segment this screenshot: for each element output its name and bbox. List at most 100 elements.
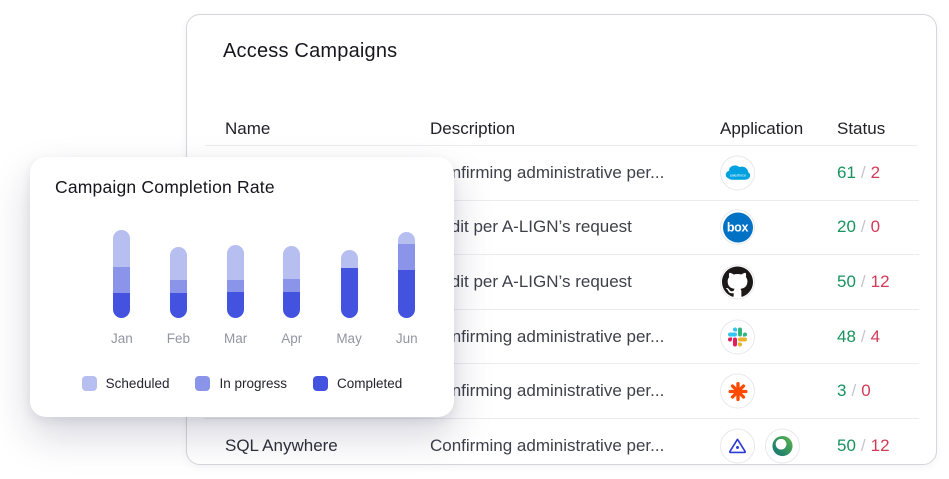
status-green-count: 50 [837, 271, 856, 291]
triangle-eye-icon [720, 428, 755, 464]
segment-completed [227, 292, 245, 318]
column-header-application: Application [720, 119, 804, 138]
application-icons [720, 264, 755, 300]
segment-scheduled [227, 245, 245, 280]
bar-group-mar: Mar [224, 245, 247, 346]
segment-completed [169, 293, 187, 318]
application-icons: box [720, 209, 755, 245]
segment-scheduled [340, 250, 358, 268]
bar-group-jan: Jan [111, 230, 133, 346]
segment-in-progress [227, 280, 245, 292]
status-cell: 48/4 [837, 327, 880, 347]
column-header-name: Name [225, 119, 271, 138]
campaign-completion-card: Campaign Completion Rate Jan Feb Mar Apr May… [30, 157, 454, 417]
status-separator: / [860, 435, 866, 455]
stacked-bar-chart: Jan Feb Mar Apr May Jun [111, 230, 418, 346]
status-cell: 50/12 [837, 436, 890, 456]
month-label: Mar [224, 331, 248, 346]
card-title: Access Campaigns [223, 40, 398, 62]
application-icons [720, 319, 755, 355]
status-green-count: 20 [837, 217, 856, 237]
table-body: Confirming administrative per... salesfor… [187, 146, 936, 473]
table-row[interactable]: Confirming administrative per... 3/0 [204, 364, 919, 419]
legend-swatch [81, 376, 97, 391]
status-red-count: 12 [870, 271, 890, 291]
segment-completed [283, 292, 301, 318]
status-green-count: 50 [837, 435, 856, 455]
status-red-count: 0 [870, 217, 881, 237]
box-icon: box [720, 209, 755, 245]
legend-label: In progress [219, 376, 288, 391]
campaign-description: Confirming administrative per... [430, 435, 665, 455]
status-green-count: 48 [837, 326, 856, 346]
application-icons: salesforce [720, 155, 755, 191]
segment-in-progress [113, 267, 131, 293]
status-separator: / [860, 271, 866, 291]
bar-group-jun: Jun [396, 232, 418, 346]
status-green-count: 3 [837, 381, 847, 401]
campaign-description: Audit per A-LIGN’s request [430, 217, 632, 237]
application-icons [720, 373, 755, 409]
status-separator: / [851, 381, 857, 401]
campaign-description: Confirming administrative per... [430, 381, 665, 401]
chart-title: Campaign Completion Rate [55, 177, 275, 197]
segment-in-progress [169, 280, 187, 293]
stacked-bar [169, 247, 187, 318]
bar-group-apr: Apr [281, 246, 302, 346]
table-row[interactable]: Confirming administrative per... salesfor… [204, 146, 919, 201]
status-green-count: 61 [837, 162, 856, 182]
legend-swatch [195, 376, 211, 391]
campaign-description: Confirming administrative per... [430, 326, 665, 346]
table-row[interactable]: Audit per A-LIGN’s request 50/12 [204, 255, 919, 310]
segment-in-progress [398, 244, 416, 270]
chart-legend: Scheduled In progress Completed [30, 376, 454, 391]
status-separator: / [860, 162, 866, 182]
header-divider [205, 145, 918, 146]
segment-scheduled [398, 232, 416, 244]
status-red-count: 2 [870, 162, 881, 182]
zapier-icon [720, 373, 755, 409]
status-cell: 50/12 [837, 272, 890, 292]
segment-scheduled [169, 247, 187, 280]
status-cell: 61/2 [837, 163, 880, 183]
campaign-description: Confirming administrative per... [430, 162, 665, 182]
status-separator: / [860, 217, 866, 237]
campaign-name: SQL Anywhere [225, 435, 338, 455]
segment-completed [398, 270, 416, 318]
teal-ring-icon [765, 428, 800, 464]
legend-item-completed: Completed [313, 376, 402, 391]
stacked-bar [398, 232, 416, 318]
month-label: Jan [111, 331, 133, 346]
stacked-bar [283, 246, 301, 318]
table-row[interactable]: Audit per A-LIGN’s request box 20/0 [204, 201, 919, 256]
status-red-count: 4 [870, 326, 881, 346]
status-cell: 3/0 [837, 381, 871, 401]
status-separator: / [860, 326, 866, 346]
column-header-status: Status [837, 119, 886, 138]
stacked-bar [113, 230, 131, 318]
svg-text:salesforce: salesforce [730, 173, 746, 177]
status-red-count: 0 [861, 381, 871, 401]
bar-group-may: May [336, 250, 362, 346]
github-icon [720, 264, 755, 300]
legend-item-scheduled: Scheduled [81, 376, 169, 391]
status-red-count: 12 [870, 435, 890, 455]
salesforce-icon: salesforce [720, 155, 755, 191]
stacked-bar [340, 250, 358, 318]
month-label: Apr [281, 331, 303, 346]
segment-completed [113, 293, 131, 318]
month-label: May [336, 331, 362, 346]
table-row[interactable]: SQL Anywhere Confirming administrative pe… [204, 419, 919, 473]
segment-scheduled [283, 246, 301, 279]
legend-item-in-progress: In progress [195, 376, 287, 391]
segment-scheduled [113, 230, 131, 267]
stacked-bar [227, 245, 245, 318]
month-label: Feb [166, 331, 191, 346]
segment-completed [340, 268, 358, 318]
legend-swatch [313, 376, 329, 391]
application-icons [720, 428, 800, 464]
status-cell: 20/0 [837, 217, 880, 237]
table-row[interactable]: Confirming administrative per... 48/4 [204, 310, 919, 365]
segment-in-progress [283, 279, 301, 292]
legend-label: Completed [337, 376, 403, 391]
